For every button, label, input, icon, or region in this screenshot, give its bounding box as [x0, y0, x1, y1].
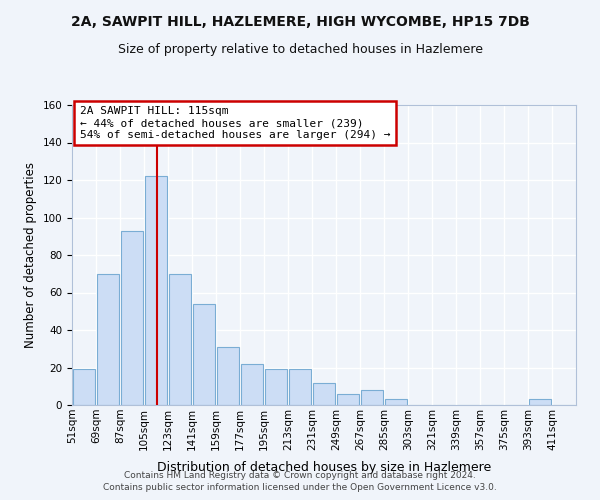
Bar [289, 370, 311, 405]
Bar [337, 394, 359, 405]
Text: 2A SAWPIT HILL: 115sqm
← 44% of detached houses are smaller (239)
54% of semi-de: 2A SAWPIT HILL: 115sqm ← 44% of detached… [80, 106, 390, 140]
Bar [313, 382, 335, 405]
Bar [385, 400, 407, 405]
Bar [121, 230, 143, 405]
Y-axis label: Number of detached properties: Number of detached properties [24, 162, 37, 348]
Text: Contains HM Land Registry data © Crown copyright and database right 2024.: Contains HM Land Registry data © Crown c… [124, 471, 476, 480]
Bar [97, 274, 119, 405]
Bar [529, 400, 551, 405]
Text: 2A, SAWPIT HILL, HAZLEMERE, HIGH WYCOMBE, HP15 7DB: 2A, SAWPIT HILL, HAZLEMERE, HIGH WYCOMBE… [71, 15, 529, 29]
Bar [169, 274, 191, 405]
Text: Size of property relative to detached houses in Hazlemere: Size of property relative to detached ho… [118, 42, 482, 56]
Bar [217, 347, 239, 405]
Text: Contains public sector information licensed under the Open Government Licence v3: Contains public sector information licen… [103, 484, 497, 492]
Bar [361, 390, 383, 405]
Bar [193, 304, 215, 405]
Bar [265, 370, 287, 405]
Bar [241, 364, 263, 405]
Bar [145, 176, 167, 405]
Bar [73, 370, 95, 405]
X-axis label: Distribution of detached houses by size in Hazlemere: Distribution of detached houses by size … [157, 461, 491, 474]
